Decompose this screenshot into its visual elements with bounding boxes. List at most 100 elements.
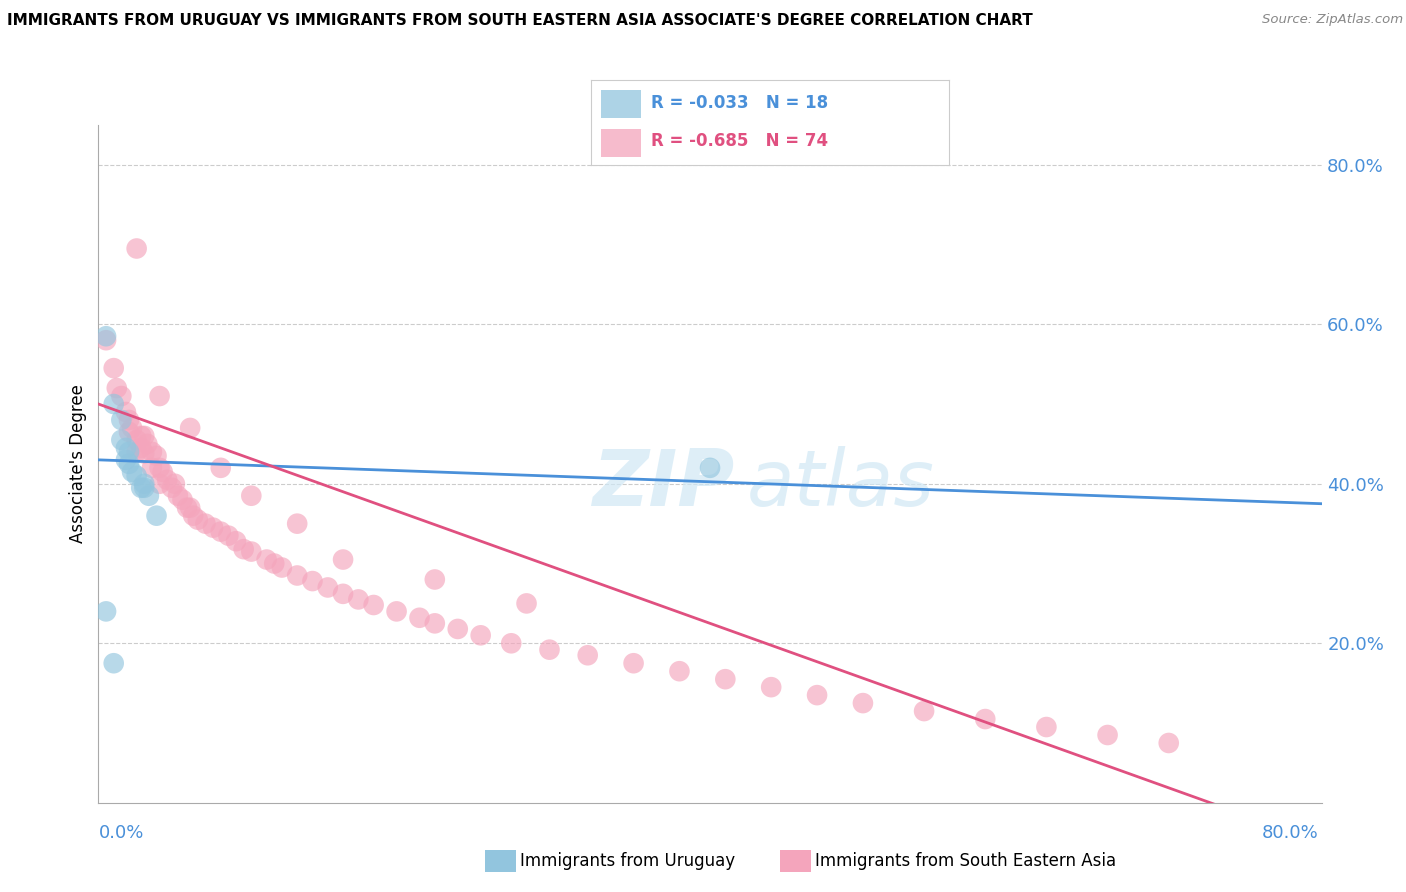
Point xyxy=(576,648,599,663)
Point xyxy=(141,460,163,475)
Point xyxy=(240,489,263,503)
Point xyxy=(118,425,141,439)
Point xyxy=(714,672,737,686)
Bar xyxy=(602,128,641,157)
Point xyxy=(149,460,172,475)
Point xyxy=(145,449,167,463)
Point xyxy=(134,476,156,491)
Point xyxy=(149,476,172,491)
Point xyxy=(125,468,148,483)
Point xyxy=(501,636,523,650)
Point xyxy=(217,528,239,542)
Point xyxy=(668,664,690,678)
Point xyxy=(181,508,204,523)
Point xyxy=(145,508,167,523)
Point xyxy=(110,389,132,403)
Point xyxy=(538,642,561,657)
Point xyxy=(270,560,292,574)
Point xyxy=(118,445,141,459)
Point xyxy=(152,465,174,479)
Text: Immigrants from South Eastern Asia: Immigrants from South Eastern Asia xyxy=(815,852,1116,870)
Point xyxy=(187,513,209,527)
Text: atlas: atlas xyxy=(747,446,935,522)
Point xyxy=(94,604,117,618)
Point xyxy=(470,628,492,642)
Point xyxy=(125,445,148,459)
Point xyxy=(974,712,997,726)
Point xyxy=(134,429,156,443)
Point xyxy=(156,473,179,487)
Point xyxy=(516,596,538,610)
Point xyxy=(103,361,125,376)
Point xyxy=(209,524,232,539)
Point xyxy=(332,552,354,566)
Point xyxy=(129,429,152,443)
Point xyxy=(316,581,339,595)
Point xyxy=(103,657,125,671)
Point xyxy=(263,557,285,571)
Point xyxy=(912,704,935,718)
Text: R = -0.685   N = 74: R = -0.685 N = 74 xyxy=(651,132,828,150)
Point xyxy=(118,457,141,471)
Point xyxy=(125,242,148,256)
Point xyxy=(759,680,782,694)
Point xyxy=(194,516,217,531)
Point xyxy=(285,568,308,582)
Point xyxy=(121,465,143,479)
Point xyxy=(447,622,470,636)
Point xyxy=(134,481,156,495)
Point xyxy=(118,413,141,427)
Text: Source: ZipAtlas.com: Source: ZipAtlas.com xyxy=(1263,13,1403,27)
Point xyxy=(385,604,408,618)
Point xyxy=(852,696,875,710)
Point xyxy=(136,437,159,451)
Point xyxy=(149,389,172,403)
Point xyxy=(134,446,156,460)
Point xyxy=(699,460,721,475)
Point xyxy=(179,421,201,435)
Text: Immigrants from Uruguay: Immigrants from Uruguay xyxy=(520,852,735,870)
Bar xyxy=(602,89,641,118)
Y-axis label: Associate's Degree: Associate's Degree xyxy=(69,384,87,543)
Point xyxy=(209,460,232,475)
Point xyxy=(105,381,128,395)
Point xyxy=(94,333,117,347)
Point xyxy=(110,413,132,427)
Point xyxy=(103,397,125,411)
Point xyxy=(115,441,138,455)
Point xyxy=(806,688,828,702)
Point xyxy=(1035,720,1057,734)
Point xyxy=(256,552,278,566)
Point xyxy=(138,489,160,503)
Point xyxy=(363,598,385,612)
Text: R = -0.033   N = 18: R = -0.033 N = 18 xyxy=(651,94,828,112)
Text: 0.0%: 0.0% xyxy=(98,824,143,842)
Point xyxy=(1157,736,1180,750)
Point xyxy=(172,492,194,507)
Point xyxy=(623,657,645,671)
Point xyxy=(176,500,198,515)
Point xyxy=(332,587,354,601)
Point xyxy=(179,500,201,515)
Point xyxy=(110,433,132,447)
Point xyxy=(115,453,138,467)
Point xyxy=(160,481,183,495)
Point xyxy=(115,405,138,419)
Point xyxy=(423,616,446,631)
Text: ZIP: ZIP xyxy=(592,446,734,522)
Text: IMMIGRANTS FROM URUGUAY VS IMMIGRANTS FROM SOUTH EASTERN ASIA ASSOCIATE'S DEGREE: IMMIGRANTS FROM URUGUAY VS IMMIGRANTS FR… xyxy=(7,13,1033,29)
Point xyxy=(129,481,152,495)
Point xyxy=(408,611,430,625)
Point xyxy=(167,489,190,503)
Point xyxy=(94,329,117,343)
Point xyxy=(347,592,370,607)
Point xyxy=(225,534,247,549)
Point xyxy=(125,433,148,447)
Point xyxy=(423,573,446,587)
Point xyxy=(121,421,143,435)
Point xyxy=(202,521,225,535)
Text: 80.0%: 80.0% xyxy=(1263,824,1319,842)
Point xyxy=(129,441,152,455)
Point xyxy=(285,516,308,531)
Point xyxy=(301,574,323,588)
